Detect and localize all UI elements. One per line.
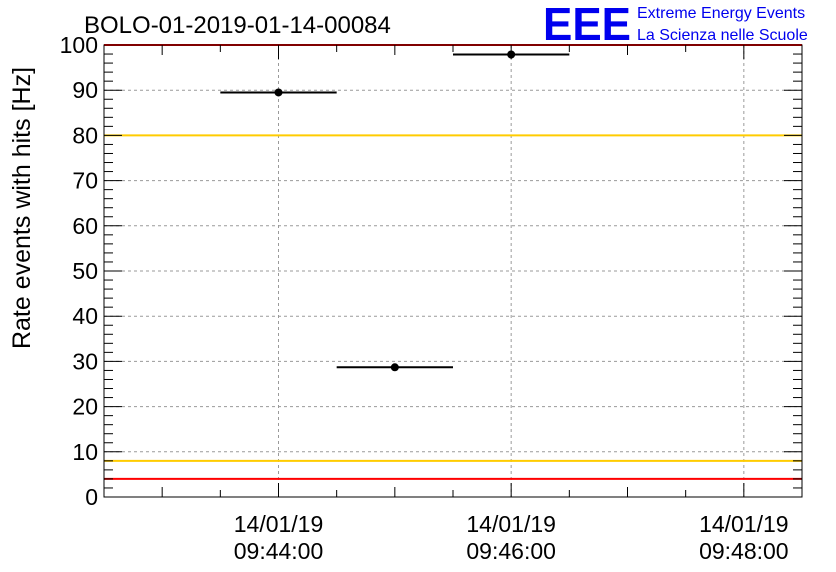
data-point — [274, 88, 283, 97]
chart-title: BOLO-01-2019-01-14-00084 — [84, 12, 391, 39]
y-tick-label: 80 — [72, 122, 98, 148]
x-tick-label-date: 14/01/19 — [234, 511, 324, 537]
y-tick-label: 70 — [72, 168, 98, 194]
x-axis-ticks: 14/01/1909:44:0014/01/1909:46:0014/01/19… — [103, 45, 803, 564]
x-tick-label-date: 14/01/19 — [466, 511, 556, 537]
x-tick-label-time: 09:44:00 — [234, 538, 324, 564]
y-tick-label: 0 — [85, 484, 98, 510]
x-tick-label-time: 09:46:00 — [466, 538, 556, 564]
grid — [104, 45, 802, 497]
logo-line-1: Extreme Energy Events — [637, 5, 805, 22]
y-tick-label: 30 — [72, 348, 98, 374]
y-axis-ticks: 0 10 20 30 40 50 60 70 80 90 100 — [60, 32, 802, 510]
y-tick-label: 50 — [72, 258, 98, 284]
y-tick-label: 90 — [72, 77, 98, 103]
y-tick-label: 20 — [72, 394, 98, 420]
y-tick-label: 60 — [72, 213, 98, 239]
data-points — [220, 50, 570, 372]
data-point — [390, 363, 399, 372]
reference-lines — [104, 44, 802, 480]
data-point — [507, 50, 516, 59]
logo-mark: EEE — [543, 0, 631, 50]
y-tick-label: 100 — [60, 32, 98, 58]
x-tick-label-date: 14/01/19 — [699, 511, 789, 537]
y-tick-label: 40 — [72, 303, 98, 329]
eee-logo: EEE Extreme Energy Events La Scienza nel… — [543, 0, 808, 50]
logo-line-2: La Scienza nelle Scuole — [637, 27, 808, 44]
x-tick-label-time: 09:48:00 — [699, 538, 789, 564]
y-axis-label: Rate events with hits [Hz] — [8, 67, 36, 349]
y-tick-label: 10 — [72, 439, 98, 465]
